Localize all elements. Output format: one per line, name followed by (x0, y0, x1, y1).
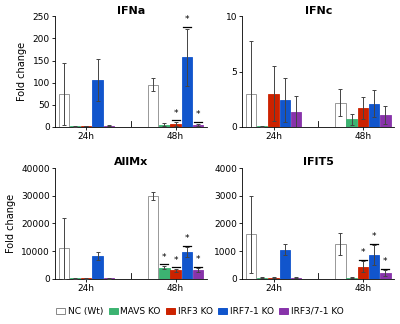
Text: *: * (361, 248, 365, 257)
Bar (358, 267, 368, 279)
Bar (369, 104, 379, 127)
Bar (246, 94, 256, 127)
Bar (335, 102, 346, 127)
Text: *: * (173, 109, 178, 118)
Text: *: * (383, 257, 388, 266)
Bar (335, 244, 346, 279)
Bar (369, 255, 379, 279)
Title: IFNc: IFNc (304, 6, 332, 16)
Bar (104, 125, 114, 127)
Bar (58, 94, 69, 127)
Bar (170, 270, 181, 279)
Text: *: * (196, 255, 200, 264)
Bar (346, 278, 357, 279)
Title: AllMx: AllMx (114, 157, 148, 168)
Bar (280, 250, 290, 279)
Title: IFNa: IFNa (117, 6, 145, 16)
Y-axis label: Fold change: Fold change (6, 194, 16, 253)
Bar (280, 100, 290, 127)
Bar (193, 270, 203, 279)
Bar (148, 85, 158, 127)
Text: *: * (196, 110, 200, 119)
Bar (182, 57, 192, 127)
Bar (291, 278, 301, 279)
Bar (257, 278, 268, 279)
Bar (268, 94, 279, 127)
Bar (380, 115, 391, 127)
Text: *: * (185, 234, 189, 243)
Bar (92, 80, 103, 127)
Bar (380, 273, 391, 279)
Text: *: * (162, 252, 166, 261)
Legend: NC (Wt), MAVS KO, IRF3 KO, IRF7-1 KO, IRF3/7-1 KO: NC (Wt), MAVS KO, IRF3 KO, IRF7-1 KO, IR… (52, 303, 348, 319)
Bar (268, 278, 279, 279)
Bar (358, 108, 368, 127)
Bar (81, 126, 92, 127)
Bar (193, 125, 203, 127)
Bar (92, 256, 103, 279)
Bar (148, 196, 158, 279)
Bar (70, 126, 80, 127)
Bar (291, 112, 301, 127)
Text: *: * (173, 256, 178, 265)
Bar (257, 126, 268, 127)
Bar (170, 124, 181, 127)
Bar (346, 119, 357, 127)
Text: *: * (372, 232, 376, 241)
Bar (246, 235, 256, 279)
Bar (159, 125, 170, 127)
Bar (182, 252, 192, 279)
Bar (159, 268, 170, 279)
Bar (58, 248, 69, 279)
Y-axis label: Fold change: Fold change (17, 42, 27, 101)
Text: *: * (185, 15, 189, 24)
Title: IFIT5: IFIT5 (303, 157, 334, 168)
